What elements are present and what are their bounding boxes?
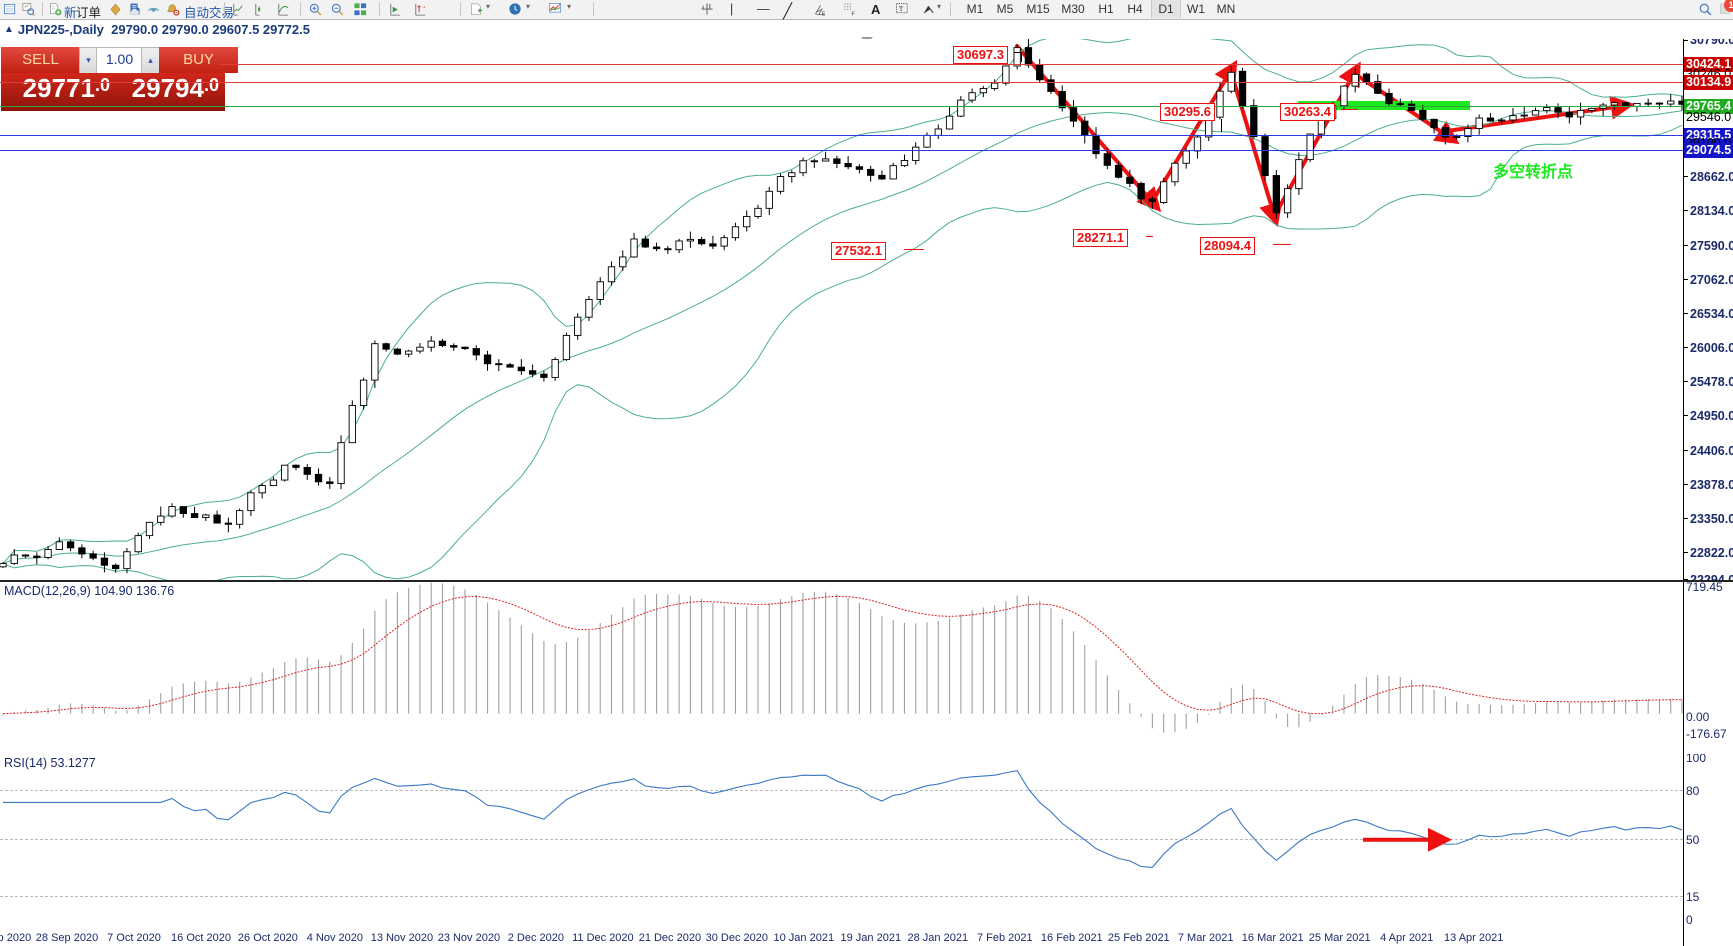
svg-text:E: E [822, 12, 826, 17]
svg-text:F: F [851, 12, 854, 17]
svg-text:T: T [899, 4, 904, 13]
